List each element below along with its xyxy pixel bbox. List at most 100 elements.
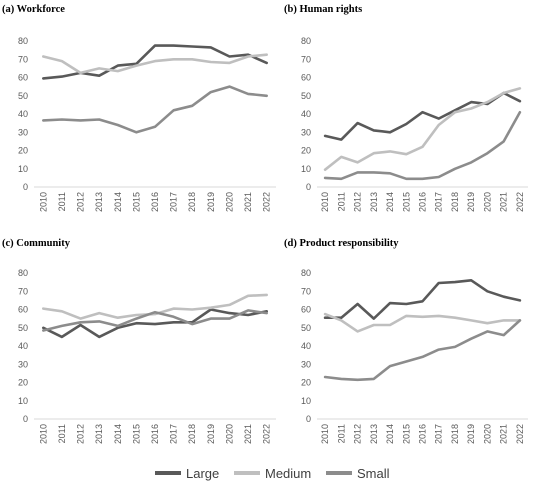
panel-b-xtick-2010: 2010 [320, 192, 330, 212]
panel-d-xtick-2016: 2016 [418, 424, 428, 444]
panel-a-series-small [41, 85, 269, 134]
panel-c-xtick-2014: 2014 [113, 424, 123, 444]
legend: Large Medium Small [0, 464, 550, 482]
panel-a-xtick-2015: 2015 [131, 192, 141, 212]
panel-a-xtick-2021: 2021 [243, 192, 253, 212]
panel-c-ytick-80: 80 [18, 268, 28, 278]
panel-d-xtick-2010: 2010 [320, 424, 330, 444]
panel-c: 0 10 20 30 40 50 60 70 80 2010 2011 2012 2013 2014 201… [18, 268, 276, 444]
panel-b-xtick-2013: 2013 [369, 192, 379, 212]
panel-c-xtick-2022: 2022 [262, 424, 272, 444]
panel-b-xtick-2018: 2018 [450, 192, 460, 212]
panel-d-series-medium [323, 312, 522, 333]
panel-a-ytick-20: 20 [18, 146, 28, 156]
panel-a-ytick-10: 10 [18, 164, 28, 174]
panel-a-xtick-2012: 2012 [76, 192, 86, 212]
panel-c-xtick-2011: 2011 [57, 424, 67, 443]
panel-c-xtick-2013: 2013 [94, 424, 104, 444]
panel-d-ytick-70: 70 [301, 286, 311, 296]
panel-c-series-medium [41, 293, 269, 320]
panel-a-xtick-2013: 2013 [94, 192, 104, 212]
panel-c-ytick-20: 20 [18, 378, 28, 388]
panel-d-xtick-2013: 2013 [369, 424, 379, 444]
panel-b-xtick-2022: 2022 [515, 192, 525, 212]
panel-a-ytick-0: 0 [23, 182, 28, 192]
panel-a-xtick-2014: 2014 [113, 192, 123, 212]
legend-swatch-large [155, 471, 181, 475]
panel-d-ytick-0: 0 [306, 414, 311, 424]
panel-c-xtick-2020: 2020 [224, 424, 234, 444]
panel-d-xtick-2022: 2022 [515, 424, 525, 444]
panel-d-ytick-20: 20 [301, 378, 311, 388]
panel-d-xtick-2011: 2011 [336, 424, 346, 443]
panel-b-xtick-2019: 2019 [466, 192, 476, 212]
panel-b: 0 10 20 30 40 50 60 70 80 2010 2011 2012 2013 2014 201… [301, 36, 528, 212]
panel-a-ytick-60: 60 [18, 73, 28, 83]
panel-a-xtick-2010: 2010 [38, 192, 48, 212]
panel-c-ytick-0: 0 [23, 414, 28, 424]
panel-b-ytick-30: 30 [301, 127, 311, 137]
panel-a-xtick-2016: 2016 [150, 192, 160, 212]
panel-d-ytick-30: 30 [301, 359, 311, 369]
panel-d: 0 10 20 30 40 50 60 70 80 2010 2011 2012 2013 2014 201… [301, 268, 528, 444]
panel-a-xtick-2011: 2011 [57, 192, 67, 211]
panel-c-xtick-2018: 2018 [187, 424, 197, 444]
panel-b-series-small [323, 110, 522, 181]
panel-b-ytick-70: 70 [301, 54, 311, 64]
panel-b-xtick-2011: 2011 [336, 192, 346, 211]
panel-d-xtick-2018: 2018 [450, 424, 460, 444]
panel-b-xtick-2021: 2021 [499, 192, 509, 212]
panel-c-ytick-10: 10 [18, 396, 28, 406]
panel-a-xtick-2018: 2018 [187, 192, 197, 212]
panel-d-ytick-50: 50 [301, 323, 311, 333]
panel-d-xtick-2017: 2017 [434, 424, 444, 444]
legend-swatch-small [326, 471, 352, 475]
panel-b-xtick-2016: 2016 [418, 192, 428, 212]
panel-c-series-large [41, 308, 269, 339]
panel-d-ytick-10: 10 [301, 396, 311, 406]
panel-d-xtick-2021: 2021 [499, 424, 509, 444]
panel-b-ytick-40: 40 [301, 109, 311, 119]
panel-b-series-medium [323, 87, 522, 171]
panel-d-series-small [323, 319, 522, 382]
panel-c-xtick-2017: 2017 [169, 424, 179, 444]
legend-swatch-medium [234, 471, 260, 475]
panel-c-ytick-70: 70 [18, 286, 28, 296]
panel-d-xtick-2012: 2012 [353, 424, 363, 444]
panel-b-ytick-50: 50 [301, 91, 311, 101]
panel-b-xtick-2012: 2012 [353, 192, 363, 212]
panel-d-xtick-2019: 2019 [466, 424, 476, 444]
panel-c-title: (c) Community [2, 238, 70, 249]
legend-item-medium: Medium [234, 464, 311, 482]
panel-c-ytick-50: 50 [18, 323, 28, 333]
panel-c-xtick-2010: 2010 [38, 424, 48, 444]
panel-c-xtick-2021: 2021 [243, 424, 253, 444]
panel-b-ytick-80: 80 [301, 36, 311, 46]
panel-a-title: (a) Workforce [2, 4, 65, 15]
panel-d-ytick-80: 80 [301, 268, 311, 278]
panel-c-xtick-2015: 2015 [131, 424, 141, 444]
legend-label-small: Small [357, 465, 390, 481]
panel-b-xtick-2017: 2017 [434, 192, 444, 212]
panel-d-ytick-40: 40 [301, 341, 311, 351]
panel-b-series-large [323, 91, 522, 141]
panel-d-title: (d) Product responsibility [284, 238, 399, 249]
panel-d-xtick-2015: 2015 [401, 424, 411, 444]
panel-a-xtick-2019: 2019 [206, 192, 216, 212]
panel-a-xtick-2020: 2020 [224, 192, 234, 212]
panel-b-xtick-2014: 2014 [385, 192, 395, 212]
panel-c-ytick-60: 60 [18, 305, 28, 315]
panel-a: 0 10 20 30 40 50 60 70 80 2010 2011 2012 2013 2014 201… [18, 36, 276, 212]
panel-a-ytick-80: 80 [18, 36, 28, 46]
panel-b-xtick-2020: 2020 [482, 192, 492, 212]
panel-b-ytick-20: 20 [301, 146, 311, 156]
panel-b-title: (b) Human rights [284, 4, 363, 15]
panel-c-xtick-2016: 2016 [150, 424, 160, 444]
legend-item-large: Large [155, 464, 219, 482]
panel-c-ytick-30: 30 [18, 359, 28, 369]
panel-a-ytick-40: 40 [18, 109, 28, 119]
panel-d-xtick-2014: 2014 [385, 424, 395, 444]
panel-c-series-small [41, 309, 269, 332]
panel-a-xtick-2017: 2017 [169, 192, 179, 212]
